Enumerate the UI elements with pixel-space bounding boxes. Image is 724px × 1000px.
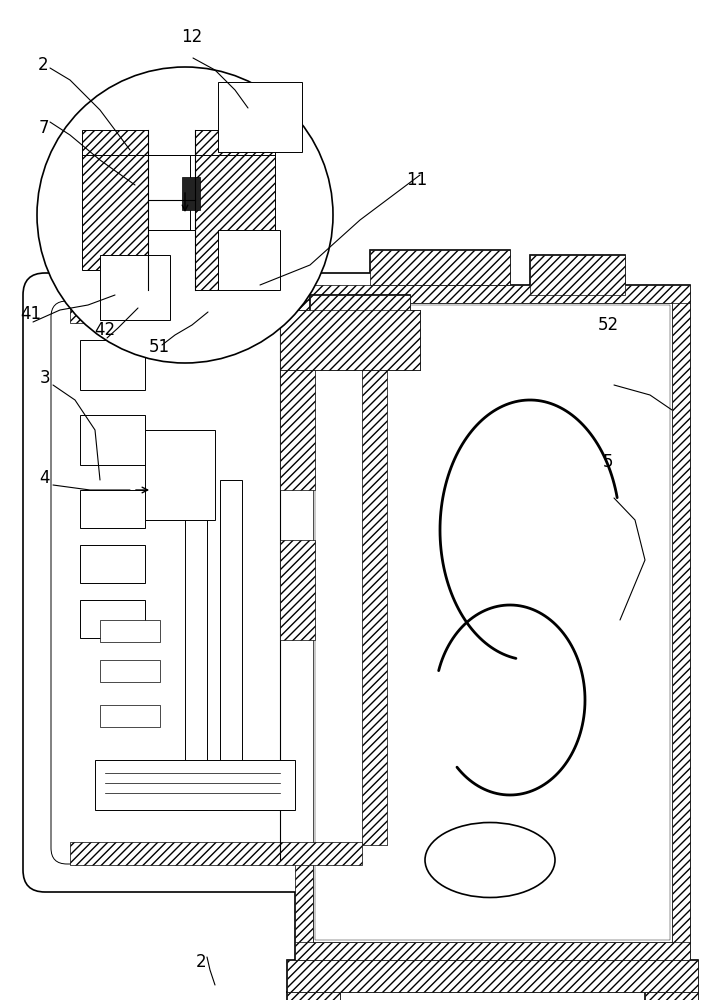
Bar [100,705,160,727]
Text: 11: 11 [405,171,427,189]
Text: 2: 2 [38,56,49,74]
Bar [195,130,275,290]
Text: 51: 51 [148,338,170,356]
Bar [362,320,387,845]
Bar [310,295,410,340]
Bar [80,415,145,465]
Bar [295,285,313,960]
Bar [287,960,698,992]
Bar [287,992,340,1000]
Bar [295,285,690,303]
Text: 2: 2 [196,953,206,971]
Bar [70,300,362,323]
Bar [145,430,215,520]
FancyBboxPatch shape [51,301,378,864]
Text: 5: 5 [603,453,613,471]
Text: 52: 52 [597,316,619,334]
Bar [280,310,420,370]
Bar [80,490,145,528]
Bar [80,340,145,390]
Bar [295,942,690,960]
Text: 41: 41 [20,305,41,323]
Bar [100,660,160,682]
Text: 4: 4 [40,469,50,487]
Bar [95,760,295,810]
Bar [672,285,690,960]
Bar [370,250,510,285]
Bar [280,540,315,640]
Bar [280,310,420,370]
Bar [280,370,315,490]
Bar [182,177,200,210]
Bar [218,230,280,290]
Text: 42: 42 [94,321,116,339]
Text: 12: 12 [181,28,203,46]
Bar [70,842,362,865]
Text: 7: 7 [38,119,49,137]
Bar [370,250,510,285]
Bar [645,992,698,1000]
Bar [80,600,145,638]
Circle shape [37,67,333,363]
Bar [530,255,625,295]
Bar [100,255,170,320]
Bar [310,295,410,340]
Bar [80,545,145,583]
Ellipse shape [425,822,555,898]
FancyBboxPatch shape [23,273,412,892]
Bar [100,620,160,642]
Bar [313,303,672,942]
Bar [218,82,302,152]
Bar [82,130,148,270]
Bar [185,480,207,810]
Text: 3: 3 [40,369,50,387]
Bar [287,960,698,992]
Bar [148,155,190,230]
Bar [220,480,242,810]
Bar [530,255,625,295]
Bar [287,992,340,1000]
Bar [295,285,690,960]
Bar [315,305,670,940]
Bar [645,992,698,1000]
